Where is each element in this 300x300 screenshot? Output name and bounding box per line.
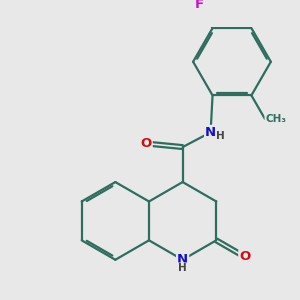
Text: N: N [205, 126, 216, 139]
Text: H: H [178, 263, 187, 273]
Text: O: O [239, 250, 250, 263]
Text: H: H [216, 131, 225, 141]
Text: N: N [177, 253, 188, 266]
Text: CH₃: CH₃ [266, 114, 286, 124]
Text: O: O [140, 137, 152, 151]
Text: F: F [194, 0, 203, 11]
